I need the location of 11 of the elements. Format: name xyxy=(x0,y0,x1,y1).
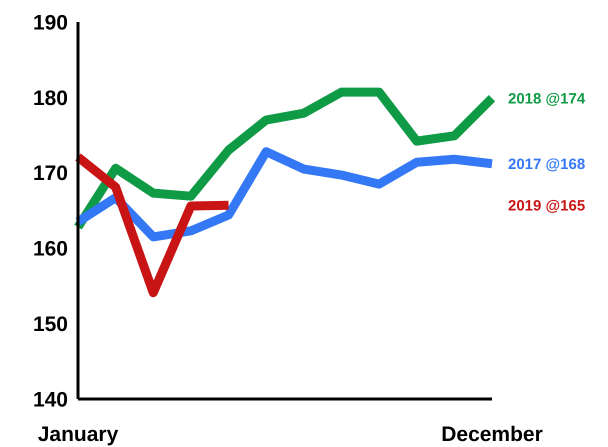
text: 2019 @165 xyxy=(508,197,586,214)
y-tick-label: 140 xyxy=(32,388,68,412)
series-label: 2017 @168 xyxy=(508,156,586,173)
y-tick-label: 160 xyxy=(32,238,68,261)
series-label: 2018 @174 xyxy=(508,90,586,108)
x-tick-label: December xyxy=(441,423,543,446)
x-tick-label: January xyxy=(38,423,119,446)
y-tick-label: 180 xyxy=(32,86,68,110)
y-tick-label: 170 xyxy=(32,162,68,186)
y-tick-label: 190 xyxy=(32,11,68,34)
y-tick-label: 150 xyxy=(32,312,68,336)
